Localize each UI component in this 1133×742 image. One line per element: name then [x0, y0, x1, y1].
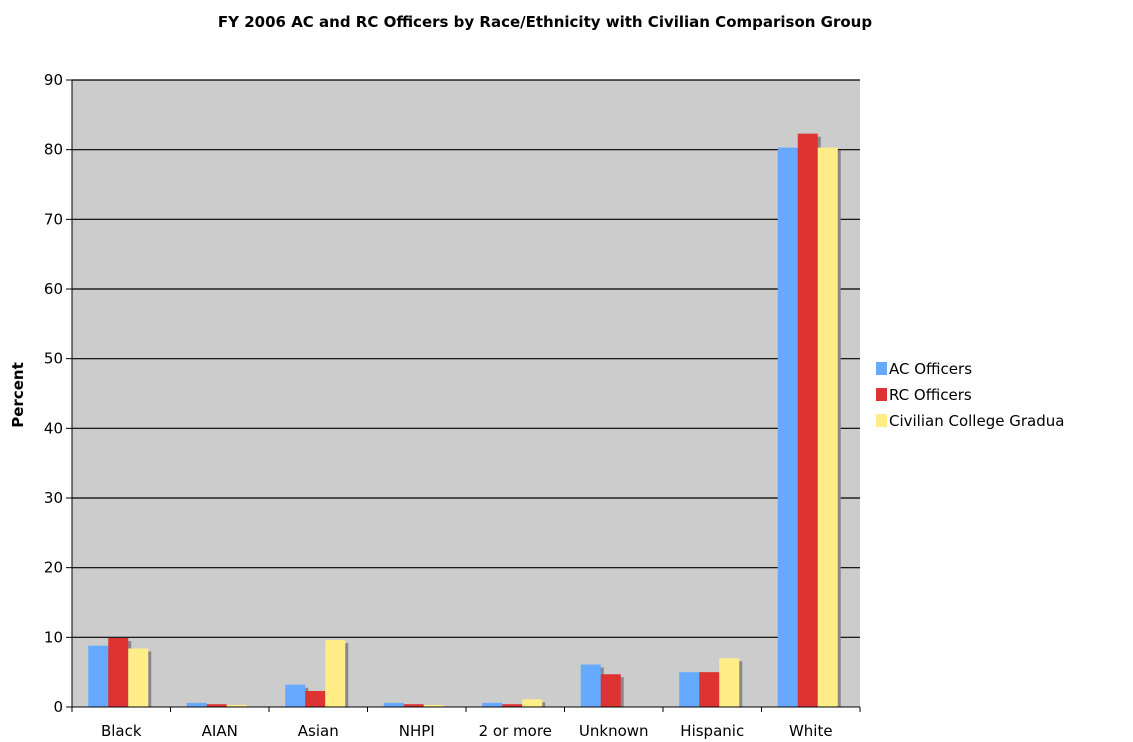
y-tick-label: 90	[44, 71, 63, 89]
bar	[502, 704, 523, 707]
legend-swatch	[876, 388, 887, 401]
y-tick-label: 0	[53, 698, 63, 716]
bar	[226, 704, 247, 707]
legend: AC Officers RC Officers Civilian College G…	[876, 360, 1064, 430]
gridlines	[72, 79, 860, 638]
bar	[777, 147, 798, 707]
bar	[325, 640, 346, 707]
bar	[679, 672, 700, 707]
legend-swatch	[876, 362, 887, 375]
x-tick-label: White	[789, 722, 833, 740]
bar	[423, 704, 444, 707]
y-tick-label: 10	[44, 628, 63, 646]
y-tick-labels: 0 10 20 30 40 50 60 70 80 90	[44, 71, 63, 716]
bar	[797, 133, 818, 708]
x-tick-label: 2 or more	[479, 722, 552, 740]
y-tick-label: 80	[44, 141, 63, 159]
chart-title: FY 2006 AC and RC Officers by Race/Ethni…	[218, 13, 872, 31]
bar	[108, 638, 129, 707]
bar	[403, 704, 424, 707]
y-tick-label: 50	[44, 350, 63, 368]
bar	[285, 684, 306, 707]
bar	[88, 645, 109, 707]
x-tick-label: AIAN	[202, 722, 238, 740]
legend-label: AC Officers	[889, 360, 972, 378]
legend-label: Civilian College Gradua	[889, 412, 1064, 430]
y-axis-label: Percent	[9, 362, 27, 427]
x-tick-label: NHPI	[399, 722, 435, 740]
x-tick-label: Hispanic	[680, 722, 744, 740]
bar	[600, 674, 621, 707]
bar	[522, 699, 543, 707]
bar	[580, 664, 601, 707]
bar	[383, 702, 404, 707]
bar	[128, 648, 149, 707]
y-tick-label: 70	[44, 210, 63, 228]
bar	[699, 672, 720, 707]
bar	[817, 147, 838, 707]
x-tick-label: Black	[101, 722, 142, 740]
x-tick-labels: Black AIAN Asian NHPI 2 or more Unknown Hispan…	[101, 722, 833, 740]
bar	[719, 658, 740, 707]
bar	[482, 702, 503, 707]
x-tick-label: Unknown	[579, 722, 649, 740]
y-tick-label: 60	[44, 280, 63, 298]
legend-label: RC Officers	[889, 386, 972, 404]
legend-swatch	[876, 414, 887, 427]
y-tick-label: 20	[44, 559, 63, 577]
y-tick-label: 40	[44, 419, 63, 437]
bar	[186, 702, 207, 707]
y-tick-label: 30	[44, 489, 63, 507]
plot-area	[72, 80, 860, 707]
axes	[66, 79, 861, 712]
x-tick-label: Asian	[298, 722, 339, 740]
bars	[88, 133, 841, 708]
bar	[305, 690, 326, 707]
bar	[206, 704, 227, 707]
